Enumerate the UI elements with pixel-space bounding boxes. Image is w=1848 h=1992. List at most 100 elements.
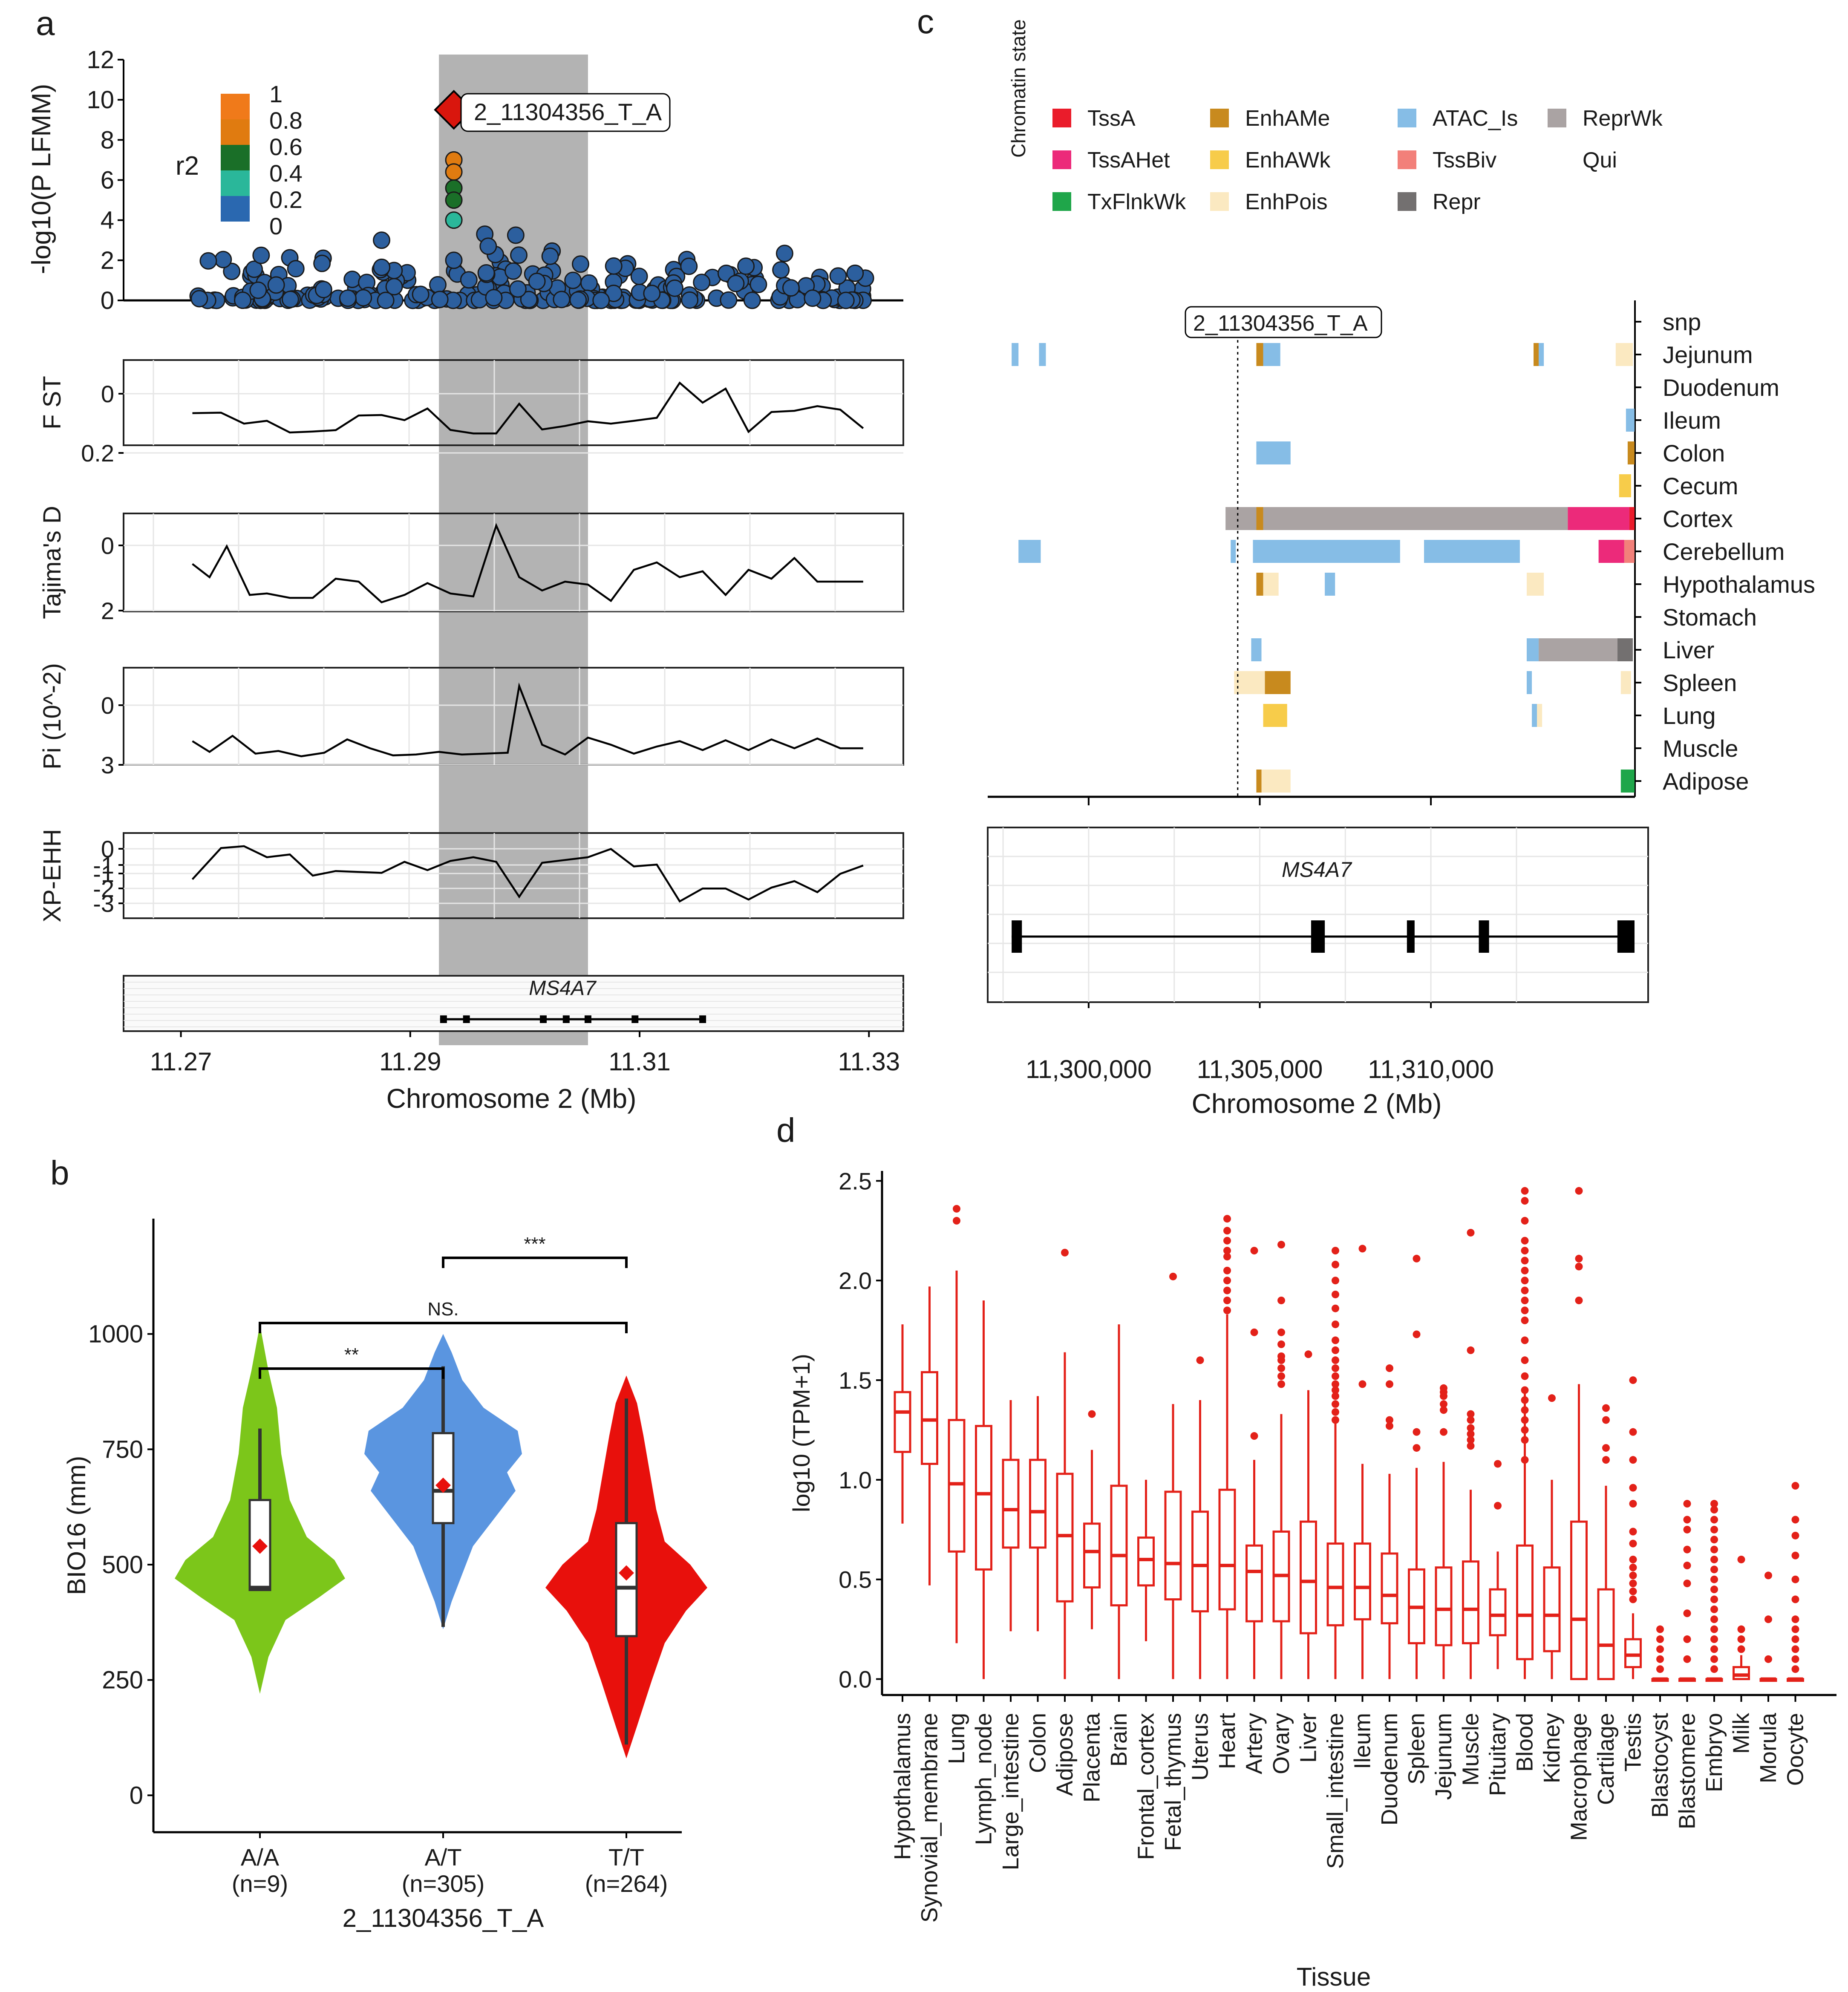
x-axis-label: Chromosome 2 (Mb) [386,1083,637,1114]
panel-d: 0.0 0.5 1.0 1.5 2.0 2.5 log10 (TPM+1) Hypothala… [788,1168,1836,1991]
snp-point [772,261,790,279]
outlier-point [1169,1272,1177,1280]
outlier-point [1791,1595,1799,1603]
outlier-point [1764,1615,1772,1623]
outlier-point [1277,1380,1285,1388]
x-tick-label: Blastocyst [1647,1713,1673,1818]
outlier-point [1656,1625,1664,1633]
chromatin-segment [1626,409,1635,432]
chromatin-segment [1225,507,1257,530]
outlier-point [1521,1296,1529,1304]
exon [699,1015,706,1023]
x-tick-label: Lung [944,1713,969,1764]
outlier-point [1386,1380,1393,1388]
panel-label-c: c [917,3,934,40]
outlier-point [1440,1384,1447,1392]
a-gene-track: MS4A7 11.27 11.29 11.31 11.33 Chromosome 2 (M… [123,975,904,1114]
outlier-point [1791,1482,1799,1490]
outlier-point [1737,1625,1745,1633]
x-tick-label: Embryo [1701,1713,1727,1792]
legend-swatch [1548,109,1566,127]
outlier-point [1629,1563,1637,1571]
significance-label: NS. [427,1299,458,1320]
outlier-point [1521,1277,1529,1285]
snp-point [569,291,587,309]
outlier-point [1629,1580,1637,1588]
outlier-point [1358,1245,1367,1253]
snp-point [720,291,738,309]
outlier-point [1521,1436,1529,1444]
y-axis-label: BIO16 (mm) [62,1456,91,1595]
outlier-point [1710,1645,1718,1653]
legend-title: Chromatin state [1007,19,1029,158]
legend-swatch [1398,109,1416,127]
y-tick-label: 12 [86,46,114,74]
box [1137,1537,1155,1587]
gene-name: MS4A7 [1282,858,1352,882]
y-axis-label: log10 (TPM+1) [788,1354,815,1512]
y-tick-label: 500 [102,1551,143,1579]
x-tick-label: Blood [1512,1713,1538,1772]
chromatin-segment [1526,638,1539,661]
mean-marker [435,1477,451,1493]
tissue-label: Cortex [1663,505,1733,532]
outlier-point [1575,1187,1583,1195]
outlier-point [1656,1645,1664,1653]
snp-point [528,272,546,290]
outlier-point [1521,1316,1529,1324]
outlier-point [1088,1410,1096,1418]
tissue-label: Cecum [1663,473,1738,499]
chromatin-segment [1012,343,1019,366]
a-fst: 0 0.2 F ST [38,359,904,467]
snp-point [750,275,767,293]
x-tick-label: Milk [1729,1712,1754,1754]
chromatin-segment [1598,540,1624,563]
tissue-label: Duodenum [1663,374,1779,401]
outlier-point [1250,1432,1258,1440]
outlier-point [1602,1444,1610,1452]
snp-point [355,289,372,307]
outlier-point [1710,1536,1718,1544]
outlier-point [1304,1350,1312,1358]
outlier-point [1710,1555,1718,1563]
outlier-point [1683,1655,1691,1663]
snp-point [281,291,299,308]
y-tick-label: 1.5 [839,1367,872,1394]
snp-point [267,276,285,294]
box [1733,1666,1750,1681]
y-tick-label: 0 [101,692,114,719]
outlier-point [1737,1635,1745,1643]
x-tick-label: Ovary [1269,1713,1294,1774]
outlier-point [1629,1456,1637,1464]
outlier-point [1791,1655,1799,1663]
y-tick-label: 0.5 [839,1566,872,1593]
box [1543,1566,1561,1652]
tissue-label: Liver [1663,637,1714,663]
snp-point [520,291,538,308]
outlier-point [1358,1380,1367,1388]
outlier-point [1683,1609,1691,1617]
outlier-point [1332,1392,1339,1400]
x-tick-label: Blastomere [1675,1713,1700,1829]
outlier-point [1332,1400,1339,1408]
legend-swatch [1548,150,1566,169]
outlier-point [1440,1400,1447,1408]
snp-point [190,290,208,308]
outlier-point [1521,1356,1529,1364]
x-tick-label: Colon [1025,1713,1051,1773]
outlier-point [1683,1580,1691,1588]
box [1570,1520,1588,1681]
outlier-point [1737,1645,1745,1653]
outlier-point [1521,1406,1529,1414]
outlier-point [1521,1416,1529,1424]
snp-point [373,231,391,249]
snp-point [643,285,661,303]
outlier-point [1332,1247,1339,1255]
legend-label: 0.2 [269,186,303,213]
x-tick-label: Small_intestine [1323,1713,1348,1869]
lead-snp-label: 2_11304356_T_A [474,98,662,125]
legend-label: ReprWk [1583,106,1663,131]
outlier-point [1332,1277,1339,1285]
chromatin-segment [1617,638,1633,661]
outlier-point [1467,1416,1475,1424]
